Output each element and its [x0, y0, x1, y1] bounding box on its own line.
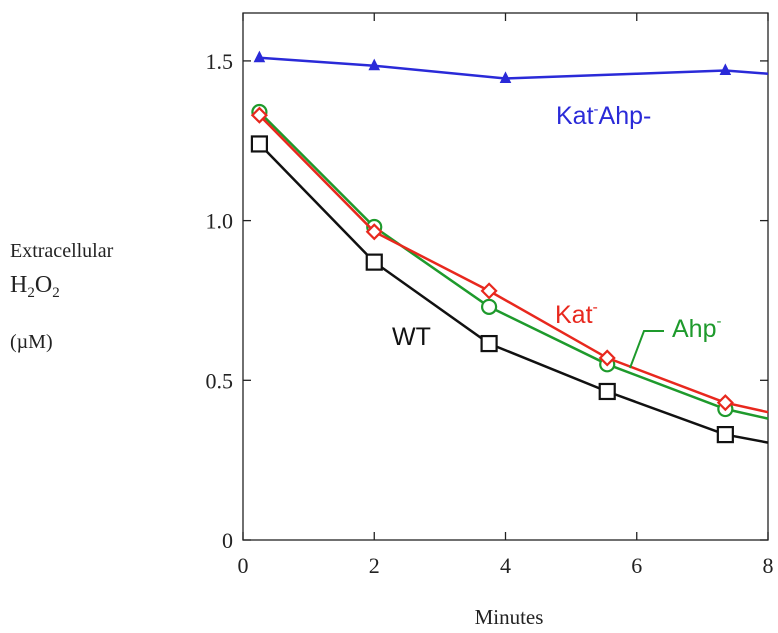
- data-point-wt: [365, 253, 383, 271]
- series-ahp: [251, 103, 769, 420]
- data-point-ahp: [480, 298, 498, 315]
- x-axis-label: Minutes: [475, 605, 544, 629]
- y-axis-label-line1: Extracellular: [10, 240, 114, 262]
- ahp-leader-line: [629, 330, 664, 369]
- data-point-wt: [480, 334, 498, 353]
- x-tick-label: 2: [369, 553, 380, 578]
- chart-annotations: Kat-Ahp- Kat- Ahp- WT Minutes: [392, 101, 721, 629]
- chart-axes: 0 2 4 6 8 0 0.5 1.0 1.5: [206, 12, 774, 578]
- y-label-o: O: [34, 272, 53, 298]
- label-kat: Kat-: [555, 299, 598, 329]
- data-point-kat-ahp: [719, 63, 732, 75]
- label-kat-ahp-kat: Kat: [556, 102, 594, 130]
- y-label-h: H: [10, 272, 28, 298]
- data-point-wt: [598, 382, 616, 401]
- x-tick-label: 4: [500, 553, 511, 578]
- y-tick-label: 0: [222, 528, 233, 553]
- y-label-sub2: 2: [52, 285, 60, 301]
- x-tick-label: 0: [238, 553, 249, 578]
- label-kat-ahp: Kat-Ahp-: [556, 101, 651, 130]
- label-kat-ahp-ahp: Ahp-: [599, 102, 652, 130]
- series-kat-ahp: [253, 50, 769, 83]
- series-kat: [250, 106, 769, 414]
- x-tick-label: 8: [763, 553, 774, 578]
- data-point-kat: [716, 394, 734, 412]
- plot-frame: [242, 12, 769, 541]
- label-kat-sup: -: [593, 299, 598, 316]
- data-point-wt: [250, 135, 269, 153]
- label-ahp-sup: -: [716, 313, 721, 330]
- y-tick-label: 0.5: [206, 368, 234, 393]
- data-point-kat: [598, 349, 616, 367]
- label-kat-ahp-sup: -: [594, 101, 599, 118]
- series-line-ahp: [258, 111, 769, 420]
- data-point-kat: [480, 282, 498, 300]
- y-axis-label-unit: (µM): [10, 331, 53, 353]
- chart-series: [250, 50, 769, 444]
- y-tick-label: 1.5: [206, 49, 234, 74]
- label-wt: WT: [392, 323, 431, 351]
- series-line-kat: [258, 114, 769, 414]
- data-point-kat: [365, 223, 383, 241]
- data-point-kat-ahp: [499, 71, 512, 83]
- series-wt: [250, 135, 769, 444]
- label-kat-text: Kat: [555, 301, 593, 329]
- data-point-kat-ahp: [368, 58, 381, 71]
- data-point-kat-ahp: [253, 50, 266, 63]
- y-tick-label: 1.0: [206, 209, 234, 234]
- x-tick-label: 6: [631, 553, 642, 578]
- label-ahp: Ahp-: [672, 313, 721, 343]
- series-line-kat-ahp: [259, 56, 769, 80]
- data-point-wt: [716, 426, 734, 444]
- y-label-sub1: 2: [27, 285, 35, 301]
- y-axis-label-formula: H2O2: [10, 272, 60, 302]
- label-ahp-text: Ahp: [672, 315, 716, 343]
- data-point-kat: [250, 106, 268, 124]
